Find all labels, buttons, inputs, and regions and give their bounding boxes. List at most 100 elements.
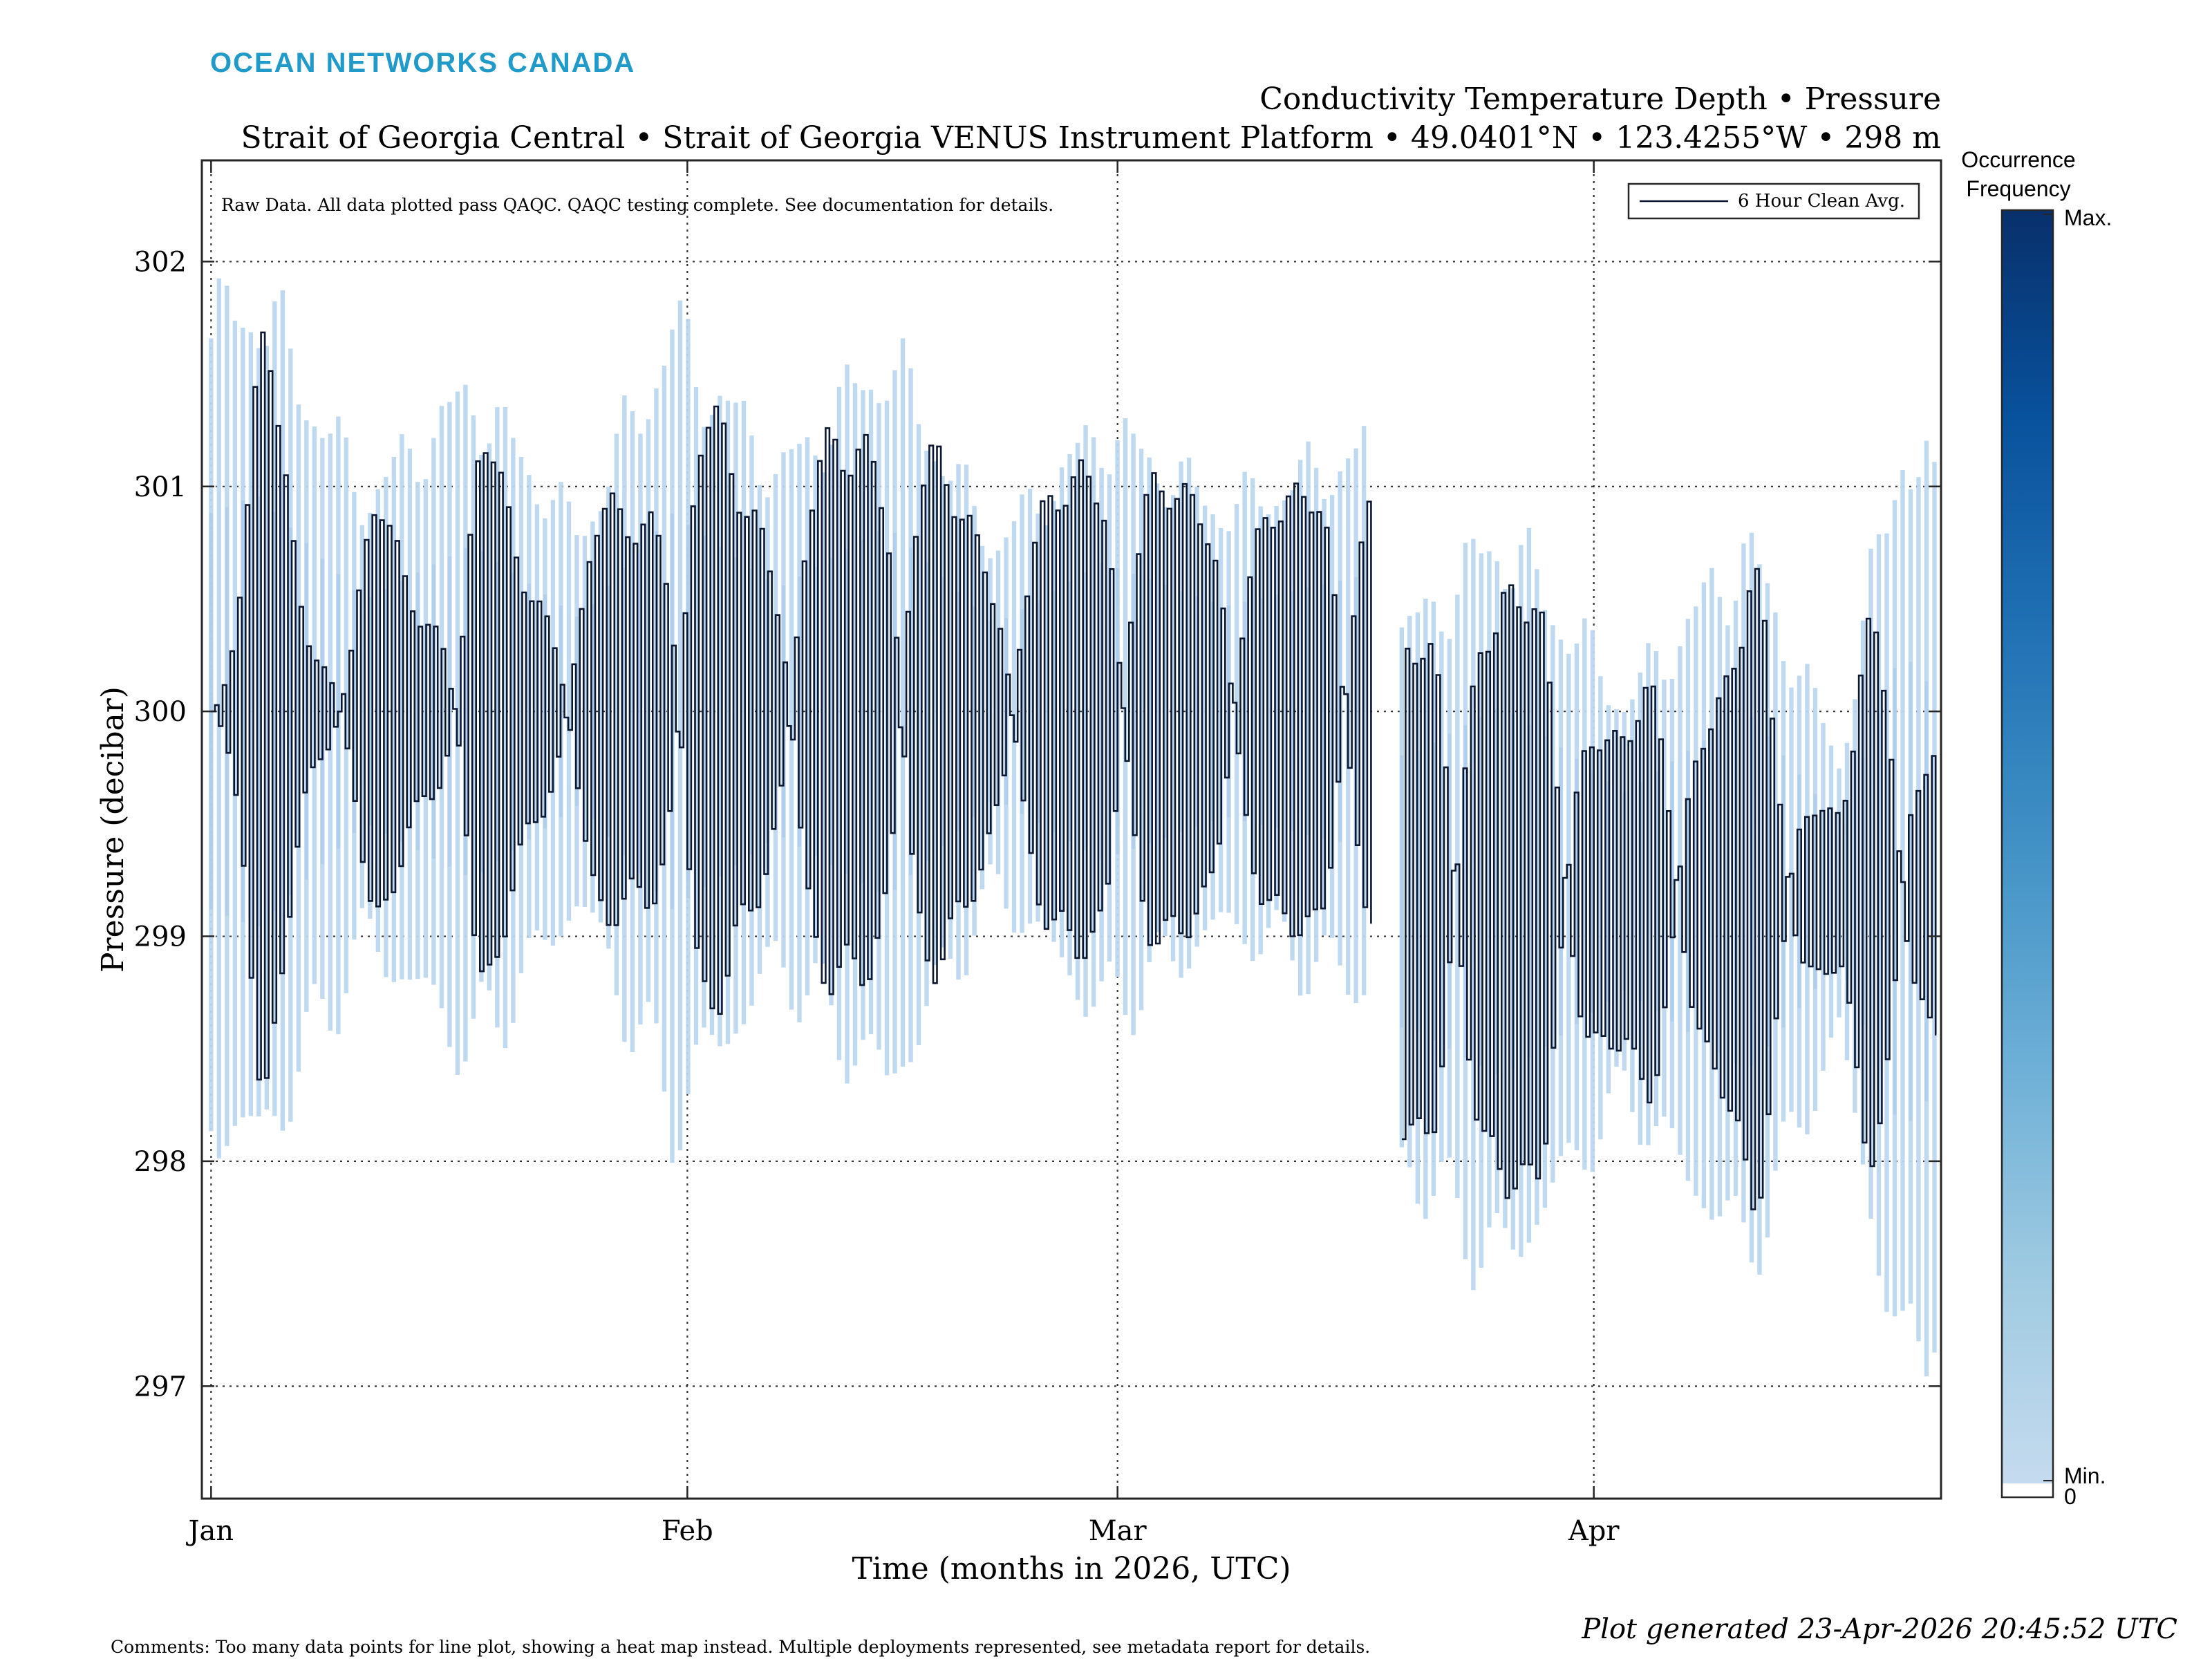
y-tick-label: 298 [134,1146,187,1178]
heatmap-cell [1075,442,1080,1000]
colorbar-title-line1: Occurrence [1961,147,2075,172]
heatmap-cell [407,449,413,980]
heatmap-dense-cell [1559,747,1563,1035]
colorbar-zero-band [2002,1483,2053,1497]
y-tick-label: 297 [134,1371,187,1403]
heatmap-dense-cell [1275,594,1279,828]
qaqc-annotation: Raw Data. All data plotted pass QAQC. QA… [221,195,1053,215]
heatmap-cell [1266,514,1271,928]
y-tick-label: 302 [134,246,187,278]
heatmap-cell [1582,618,1587,1170]
heatmap-cell [630,411,635,1053]
heatmap-dense-cell [813,567,817,856]
heatmap-dense-cell [1670,761,1674,1022]
heatmap-dense-cell [1163,585,1168,838]
heatmap-cell [1789,687,1794,1112]
heatmap-dense-cell [1479,716,1483,1067]
heatmap-dense-cell [1447,733,1452,1049]
heatmap-cell [1202,505,1208,930]
heatmap-cell [948,480,953,959]
x-tick-label: Feb [662,1515,713,1547]
x-tick-label: Apr [1568,1515,1620,1547]
chart-title: Conductivity Temperature Depth • Pressur… [1259,82,1941,117]
heatmap-dense-cell [1797,774,1801,1009]
heatmap-cell [1694,606,1698,1196]
y-tick-label: 300 [134,696,187,728]
heatmap-dense-cell [1306,588,1311,836]
heatmap-dense-cell [511,572,515,850]
heatmap-dense-cell [1781,755,1785,1028]
heatmap-cell [471,415,476,1019]
series-line-6h-clean-avg-segment-2 [1401,568,1937,1210]
heatmap-cell [375,489,381,952]
heatmap-dense-cell [749,568,753,854]
heatmap-cell [932,461,937,966]
colorbar-min-label: Min. [2064,1463,2106,1488]
heatmap-dense-cell [718,546,722,877]
heatmap-dense-cell [1084,572,1088,851]
heatmap-cell [1059,467,1065,957]
heatmap-dense-cell [352,590,356,834]
heatmap-dense-cell [1400,755,1404,1028]
heatmap-dense-cell [272,512,276,911]
heatmap-dense-cell [1591,769,1595,1013]
colorbar-zero-label: 0 [2064,1484,2077,1509]
heatmap-dense-cell [590,603,594,819]
x-tick-label: Mar [1089,1515,1147,1547]
heatmap-cell [566,501,572,921]
heatmap-cell [487,443,492,991]
heatmap-dense-cell [1702,740,1706,1042]
heatmap-cell [1471,538,1476,1291]
heatmap-cell [518,457,524,974]
colorbar-title-line2: Frequency [1966,176,2070,201]
heatmap-cell [1884,533,1889,1312]
heatmap-cell [741,400,747,1024]
heatmap-dense-cell [941,577,945,846]
series-line-6h-clean-avg-segment-1 [211,331,1372,1081]
heatmap-dense-cell [241,500,245,923]
heatmap-cell [1282,500,1287,922]
heatmap-dense-cell [368,597,372,826]
heatmap-cell [503,406,508,1049]
axis-ticks: 297 298 299 300 301 302 Jan Feb Mar Apr [134,160,1941,1547]
heatmap-cell [725,400,731,1044]
heatmap-cell [1170,495,1176,962]
heatmap-dense-cell [256,496,261,927]
heatmap-dense-cell [1813,794,1817,989]
heatmap-cell [264,346,270,1110]
heatmap-dense-cell [1432,742,1436,1041]
heatmap-cell [916,424,921,1046]
heatmap-dense-cell [957,591,961,832]
heatmap-cell [391,456,397,982]
heatmap-dense-cell [1575,758,1579,1024]
colorbar-gradient [2002,210,2053,1490]
heatmap-dense-cell [400,581,404,843]
heatmap-cell [693,387,699,1045]
heatmap-cell [821,472,826,964]
x-axis-label: Time (months in 2026, UTC) [852,1551,1291,1586]
colorbar: Occurrence Frequency Max. Min. 0 [1961,147,2112,1509]
heatmap-dense-cell [463,547,467,875]
heatmap-dense-cell [1924,681,1929,1102]
heatmap-dense-cell [1463,725,1468,1058]
heatmap-dense-cell [1543,736,1547,1047]
colorbar-max-label: Max. [2064,205,2112,230]
y-tick-label: 301 [134,471,187,503]
heatmap-dense-cell [1686,751,1690,1032]
heatmap-dense-cell [1259,598,1263,825]
heatmap-cell [614,433,619,995]
heatmap-cell [964,465,969,975]
legend: 6 Hour Clean Avg. [1627,182,1920,220]
heatmap-cell [1773,612,1778,1171]
heatmap-dense-cell [1654,771,1658,1011]
heatmap-cell [598,511,603,923]
brand-logo: OCEAN NETWORKS CANADA [210,48,635,78]
heatmap-dense-cell [606,585,610,837]
heatmap-dense-cell [829,558,833,865]
heatmap-dense-cell [1147,579,1152,843]
heatmap-cell [1154,483,1160,932]
heatmap-cell [359,525,365,908]
heatmap-cell [900,338,906,1067]
heatmap-dense-cell [288,527,292,896]
